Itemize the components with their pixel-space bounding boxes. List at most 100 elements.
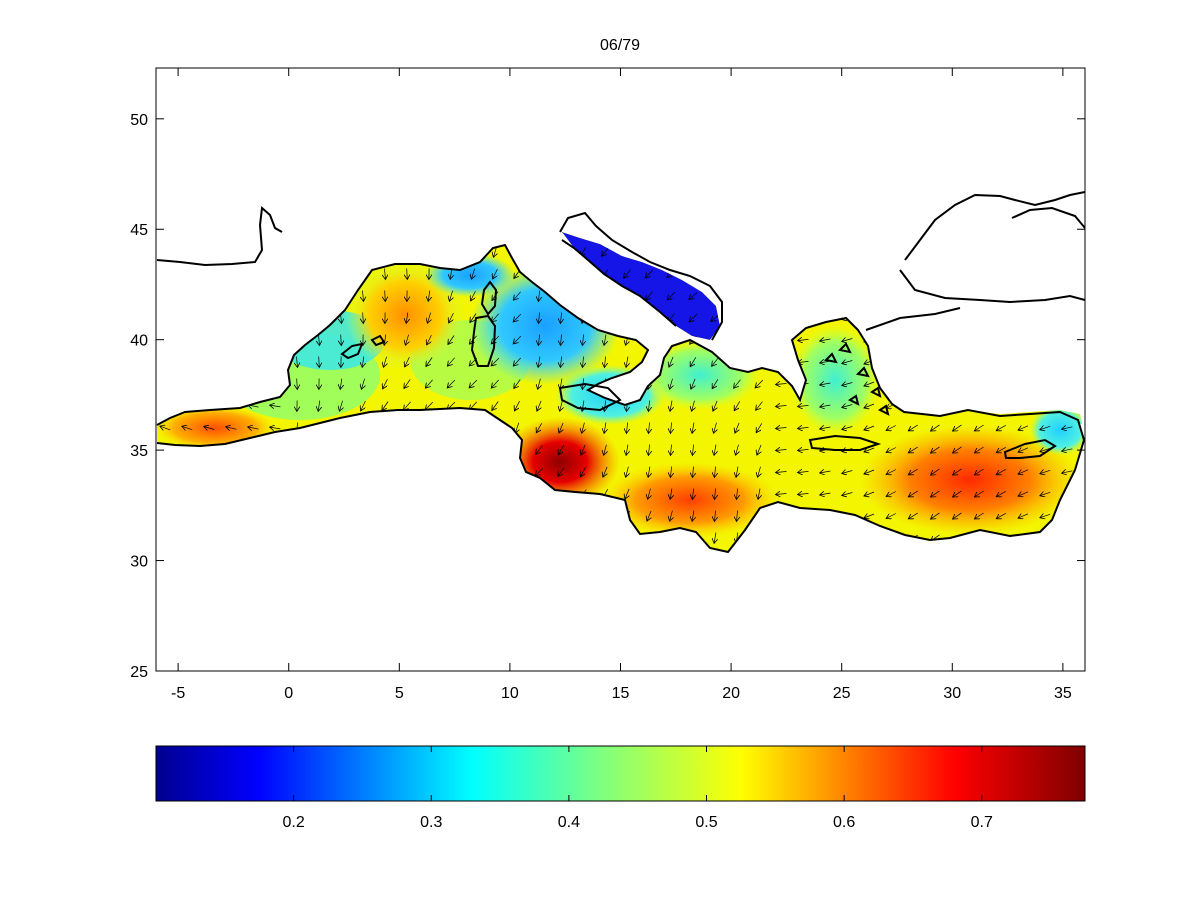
direction-arrow xyxy=(864,492,875,496)
direction-arrow xyxy=(736,488,737,500)
direction-arrow xyxy=(319,356,320,368)
direction-arrow xyxy=(425,379,433,388)
direction-arrow xyxy=(714,422,717,434)
direction-arrow xyxy=(908,512,918,519)
y-tick-label: 40 xyxy=(130,333,148,350)
direction-arrow xyxy=(758,488,760,500)
direction-arrow xyxy=(538,356,540,368)
direction-arrow xyxy=(491,357,500,366)
colorbar-tick-label: 0.5 xyxy=(695,814,717,831)
direction-arrow xyxy=(339,400,342,412)
direction-arrow xyxy=(363,312,364,324)
direction-arrow xyxy=(407,268,408,280)
direction-arrow xyxy=(604,444,607,456)
direction-arrow xyxy=(864,404,875,408)
direction-arrow xyxy=(1040,426,1051,429)
direction-arrow xyxy=(581,444,585,455)
island-corsica-sardinia xyxy=(470,280,498,367)
island-crete xyxy=(808,434,882,451)
direction-arrow xyxy=(450,268,452,280)
direction-arrow xyxy=(646,291,653,301)
direction-arrow xyxy=(756,423,763,432)
direction-arrow xyxy=(604,334,606,346)
direction-arrow xyxy=(362,356,364,368)
direction-arrow xyxy=(756,401,763,411)
direction-arrow xyxy=(1018,448,1029,452)
direction-arrow xyxy=(669,356,673,367)
direction-arrow xyxy=(513,335,522,344)
colorbar-ticks: 0.2 0.3 0.4 0.5 0.6 0.7 xyxy=(283,746,993,831)
direction-arrow xyxy=(755,379,764,388)
direction-arrow xyxy=(670,400,672,412)
island-balearic xyxy=(340,334,386,360)
direction-arrow xyxy=(864,426,875,430)
direction-arrow xyxy=(604,400,605,412)
direction-arrow xyxy=(493,268,498,279)
y-tick-label: 30 xyxy=(130,554,148,571)
direction-arrow xyxy=(798,427,809,428)
direction-arrow xyxy=(842,405,853,408)
direction-arrow xyxy=(689,313,698,322)
direction-arrow xyxy=(648,488,651,500)
direction-arrow xyxy=(603,466,607,477)
direction-arrow xyxy=(513,357,521,366)
coastline-mediterranean xyxy=(156,243,1085,554)
direction-arrow xyxy=(692,422,694,434)
direction-arrow xyxy=(383,378,388,389)
direction-arrow xyxy=(667,291,676,300)
direction-arrow xyxy=(449,290,452,302)
colorbar-tick-label: 0.4 xyxy=(558,814,580,831)
direction-arrow xyxy=(711,314,720,322)
direction-arrow xyxy=(996,490,1006,496)
direction-arrow xyxy=(538,290,539,302)
direction-arrow xyxy=(469,379,478,388)
direction-arrow xyxy=(886,447,897,453)
direction-arrow xyxy=(425,401,434,410)
direction-arrow xyxy=(908,490,918,497)
direction-arrow xyxy=(560,356,561,368)
direction-arrow xyxy=(776,450,787,451)
colorbar-tick-label: 0.3 xyxy=(420,814,442,831)
direction-arrow xyxy=(428,290,430,302)
direction-arrow xyxy=(384,334,386,346)
direction-arrow xyxy=(536,445,543,455)
direction-arrow xyxy=(404,379,411,389)
x-tick-label: 5 xyxy=(395,685,404,702)
direction-arrow xyxy=(447,357,455,366)
y-tick-label: 35 xyxy=(130,443,148,460)
y-tick-label: 50 xyxy=(130,112,148,129)
direction-arrow xyxy=(820,383,831,385)
direction-arrow xyxy=(864,470,875,474)
direction-arrow xyxy=(692,488,693,500)
map-axes: -5 0 5 10 15 20 25 30 35 25 30 35 40 45 50 xyxy=(130,67,1086,702)
direction-arrow xyxy=(649,422,650,434)
direction-arrow xyxy=(561,334,562,346)
islands-aegean xyxy=(823,342,890,416)
direction-arrow xyxy=(758,466,761,478)
direction-arrow xyxy=(886,469,897,475)
direction-arrow xyxy=(361,400,366,411)
x-axis: -5 0 5 10 15 20 25 30 35 xyxy=(171,68,1072,702)
direction-arrow xyxy=(270,405,281,407)
direction-arrow xyxy=(692,510,694,522)
colorbar-tick-label: 0.2 xyxy=(283,814,305,831)
direction-arrow xyxy=(470,313,477,323)
direction-arrow xyxy=(492,401,499,411)
direction-arrow xyxy=(757,444,761,455)
y-tick-label: 45 xyxy=(130,222,148,239)
x-tick-label: -5 xyxy=(171,685,185,702)
direction-arrow xyxy=(226,427,237,430)
direction-arrow xyxy=(447,379,456,388)
colorbar-gradient xyxy=(155,745,1086,802)
direction-arrow xyxy=(670,488,672,500)
direction-arrow xyxy=(953,512,962,519)
direction-arrow xyxy=(383,356,386,368)
direction-arrow xyxy=(270,427,281,429)
direction-arrow xyxy=(931,490,940,497)
direction-arrow xyxy=(886,425,897,431)
direction-arrow xyxy=(908,446,918,453)
direction-arrow xyxy=(405,334,408,346)
direction-arrow xyxy=(491,379,499,388)
direction-arrow xyxy=(886,491,897,497)
direction-arrow xyxy=(626,444,628,456)
